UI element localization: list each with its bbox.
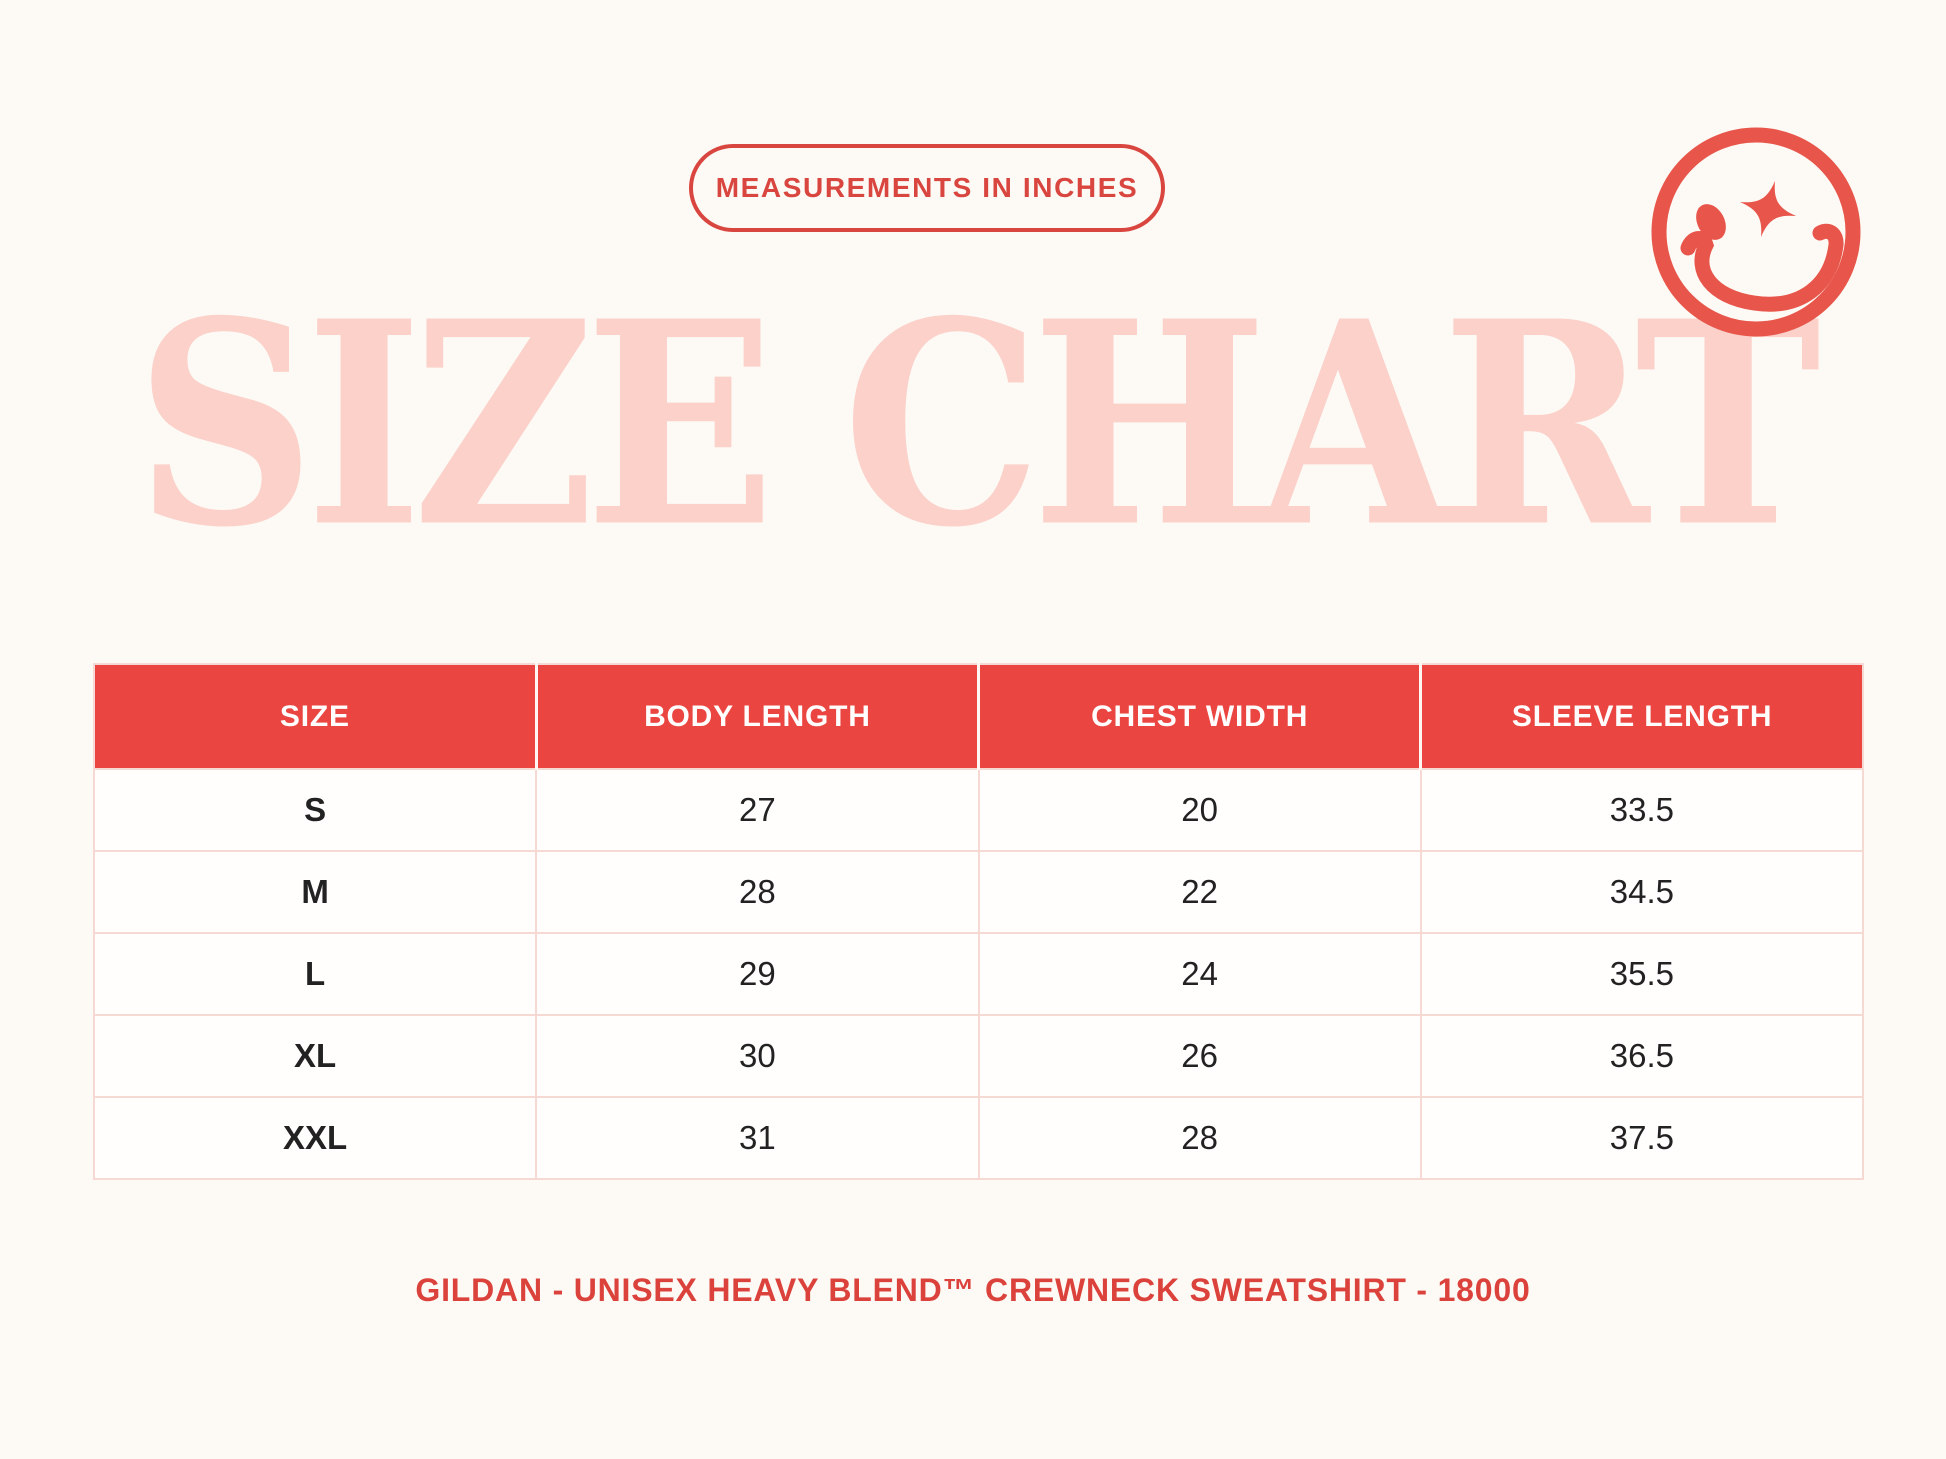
- measurement-cell: 24: [977, 932, 1422, 1016]
- measurement-cell: 29: [535, 932, 980, 1016]
- table-row: S 27 20 33.5: [92, 768, 1865, 852]
- measurement-cell: 31: [535, 1096, 980, 1180]
- measurement-cell: 28: [535, 850, 980, 934]
- table-row: L 29 24 35.5: [92, 932, 1865, 1016]
- measurement-cell: 37.5: [1419, 1096, 1865, 1180]
- size-cell: L: [92, 932, 538, 1016]
- size-cell: XL: [92, 1014, 538, 1098]
- table-header-row: SIZE BODY LENGTH CHEST WIDTH SLEEVE LENGTH: [92, 663, 1865, 769]
- measurement-cell: 20: [977, 768, 1422, 852]
- table-header-cell: SLEEVE LENGTH: [1420, 663, 1865, 769]
- size-cell: M: [92, 850, 538, 934]
- measurement-cell: 27: [535, 768, 980, 852]
- measurement-cell: 33.5: [1419, 768, 1865, 852]
- table-body: S 27 20 33.5 M 28 22 34.5 L 29 24 35.5 XL 30 26 36.5 XXL…: [92, 768, 1865, 1180]
- winking-smiley-icon: [1651, 127, 1861, 337]
- measurement-cell: 36.5: [1419, 1014, 1865, 1098]
- measurement-cell: 22: [977, 850, 1422, 934]
- table-row: M 28 22 34.5: [92, 850, 1865, 934]
- size-cell: S: [92, 768, 538, 852]
- measurements-badge-label: MEASUREMENTS IN INCHES: [715, 172, 1139, 203]
- table-header-cell: SIZE: [92, 663, 538, 769]
- table-header-cell: CHEST WIDTH: [978, 663, 1423, 769]
- page-title: SIZE CHART: [134, 259, 1821, 589]
- size-table: SIZE BODY LENGTH CHEST WIDTH SLEEVE LENGTH …: [92, 663, 1865, 1180]
- measurement-cell: 34.5: [1419, 850, 1865, 934]
- size-cell: XXL: [92, 1096, 538, 1180]
- measurement-cell: 28: [977, 1096, 1422, 1180]
- table-header-cell: BODY LENGTH: [536, 663, 981, 769]
- measurement-cell: 26: [977, 1014, 1422, 1098]
- measurement-cell: 35.5: [1419, 932, 1865, 1016]
- product-footer: GILDAN - UNISEX HEAVY BLEND™ CREWNECK SW…: [0, 1272, 1946, 1309]
- measurement-cell: 30: [535, 1014, 980, 1098]
- measurements-badge: MEASUREMENTS IN INCHES: [689, 144, 1165, 232]
- product-name-label: GILDAN - UNISEX HEAVY BLEND™ CREWNECK SW…: [415, 1272, 1531, 1308]
- table-row: XXL 31 28 37.5: [92, 1096, 1865, 1180]
- table-row: XL 30 26 36.5: [92, 1014, 1865, 1098]
